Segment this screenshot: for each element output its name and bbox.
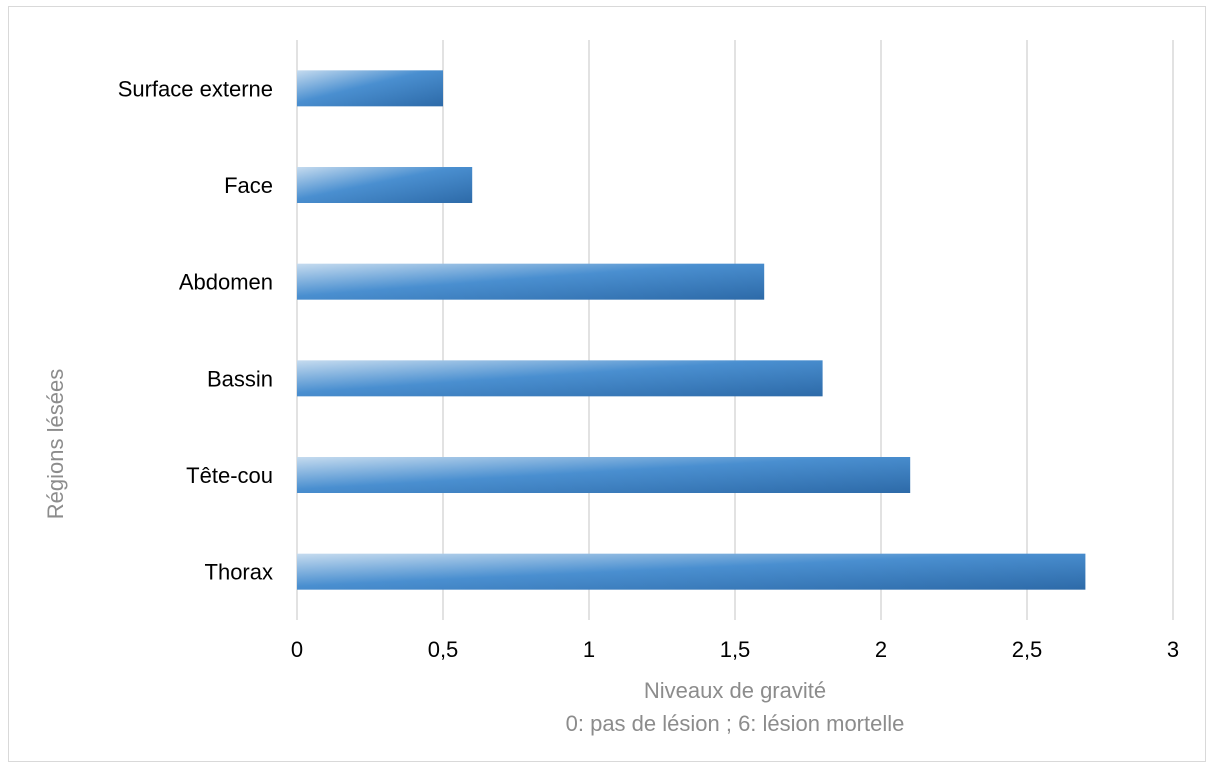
x-tick-label: 2 [875,637,887,662]
x-tick-labels: 0 0,5 1 1,5 2 2,5 3 [291,637,1179,662]
y-axis-title: Régions lésées [43,369,68,519]
category-label: Thorax [205,560,273,585]
x-tick-label: 0,5 [428,637,459,662]
category-label: Surface externe [118,76,273,101]
bar-thorax [297,553,1086,590]
bar-t-te-cou [297,457,911,493]
category-labels: Surface externe Face Abdomen Bassin Tête-cou… [118,76,273,584]
x-tick-label: 1 [583,637,595,662]
bar-abdomen [297,263,765,300]
bars [297,70,1086,590]
x-axis-title: Niveaux de gravité [644,678,826,703]
bar-bassin [297,360,823,397]
bar-surface-externe [297,70,443,107]
category-label: Abdomen [179,270,273,295]
x-tick-label: 1,5 [720,637,751,662]
x-tick-label: 2,5 [1012,637,1043,662]
x-axis-subtitle: 0: pas de lésion ; 6: lésion mortelle [566,711,905,736]
category-label: Face [224,173,273,198]
gridlines [296,40,1174,620]
x-tick-label: 0 [291,637,303,662]
bar-face [297,167,473,203]
category-label: Tête-cou [186,463,273,488]
category-label: Bassin [207,366,273,391]
x-tick-label: 3 [1167,637,1179,662]
